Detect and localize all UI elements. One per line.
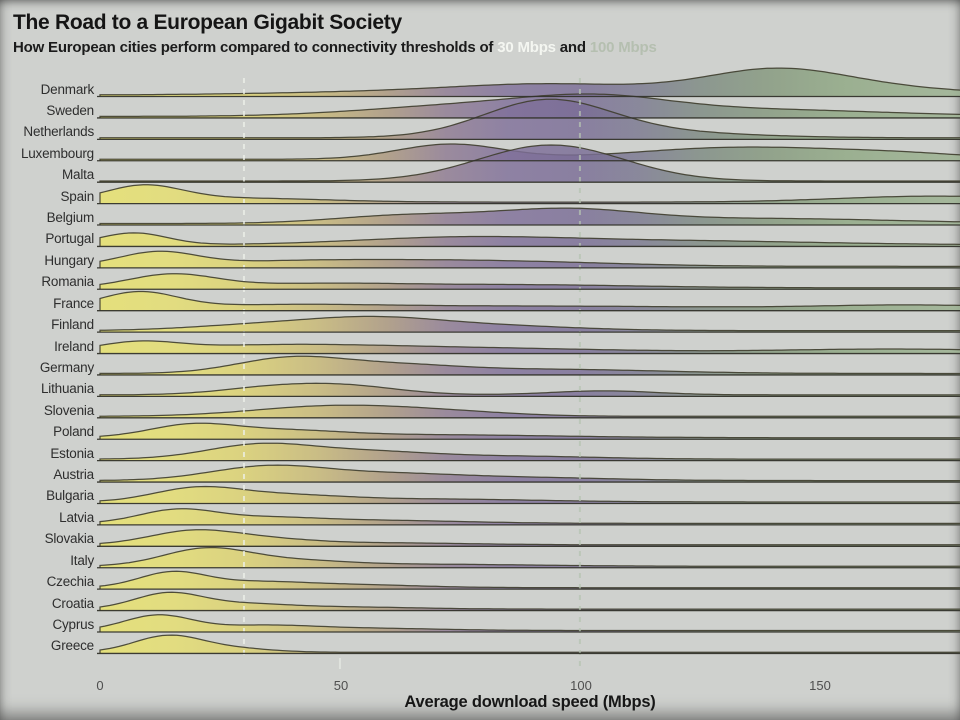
ridge-line-belgium <box>99 207 960 226</box>
subtitle-prefix: How European cities perform compared to … <box>13 39 498 56</box>
ridge-fill-italy <box>100 547 960 568</box>
x-tick-50: 50 <box>333 678 349 693</box>
ridge-line-finland <box>99 315 960 333</box>
ridge-line-czechia <box>99 570 960 590</box>
country-label-croatia: Croatia <box>51 595 94 611</box>
ridge-line-poland <box>99 422 960 440</box>
ridge-line-slovenia <box>99 404 960 418</box>
ridge-fill-greece <box>100 635 960 654</box>
ridge-line-france <box>99 290 960 311</box>
ridge-fill-austria <box>100 465 960 483</box>
country-label-spain: Spain <box>60 188 94 204</box>
ridge-fill-latvia <box>100 508 960 525</box>
ridge-fill-denmark <box>100 68 960 97</box>
country-label-netherlands: Netherlands <box>23 124 94 140</box>
threshold-100-label: 100 Mbps <box>589 39 657 56</box>
ridge-line-estonia <box>99 442 960 461</box>
country-label-bulgaria: Bulgaria <box>46 488 94 504</box>
ridge-line-romania <box>99 273 960 290</box>
ridge-fill-slovenia <box>100 405 960 418</box>
ridge-fill-malta <box>100 145 960 183</box>
row-baselines <box>97 95 960 655</box>
ridge-line-austria <box>99 464 960 483</box>
ridge-fill-slovakia <box>100 529 960 547</box>
country-label-estonia: Estonia <box>50 445 94 461</box>
ridge-line-italy <box>99 546 960 568</box>
ridge-line-lithuania <box>99 382 960 397</box>
threshold-lines <box>242 78 581 670</box>
ridge-fill-czechia <box>100 571 960 590</box>
country-label-romania: Romania <box>41 274 94 290</box>
country-label-malta: Malta <box>61 167 94 183</box>
country-label-austria: Austria <box>53 467 94 483</box>
ridge-line-portugal <box>99 232 960 247</box>
ridge-line-croatia <box>99 591 960 611</box>
ridge-fill-hungary <box>100 251 960 268</box>
ridges <box>99 67 960 654</box>
ridge-line-cyprus <box>99 614 960 632</box>
country-label-slovenia: Slovenia <box>43 402 94 418</box>
country-label-italy: Italy <box>70 552 94 568</box>
country-label-hungary: Hungary <box>44 252 94 268</box>
ridge-fill-bulgaria <box>100 486 960 504</box>
ridge-fill-spain <box>100 184 960 204</box>
country-label-ireland: Ireland <box>54 338 94 354</box>
ridge-fill-ireland <box>100 340 960 354</box>
ridge-line-hungary <box>99 250 960 268</box>
ridge-fill-lithuania <box>100 383 960 397</box>
country-label-cyprus: Cyprus <box>52 617 94 632</box>
ridge-line-slovakia <box>99 529 960 547</box>
country-label-latvia: Latvia <box>59 509 94 525</box>
country-label-sweden: Sweden <box>46 102 94 118</box>
country-label-lithuania: Lithuania <box>41 381 94 397</box>
threshold-30-label: 30 Mbps <box>497 39 556 56</box>
country-label-france: France <box>53 295 94 311</box>
ridge-fill-netherlands <box>100 99 960 140</box>
country-label-portugal: Portugal <box>45 231 94 247</box>
chart-subtitle: How European cities perform compared to … <box>13 39 657 56</box>
country-label-denmark: Denmark <box>40 81 95 97</box>
ridge-line-malta <box>99 144 960 183</box>
country-label-belgium: Belgium <box>46 210 95 226</box>
x-tick-150: 150 <box>809 678 831 693</box>
x-axis-title: Average download speed (Mbps) <box>404 693 656 711</box>
ridge-fill-france <box>100 291 960 311</box>
ridge-fill-belgium <box>100 208 960 226</box>
ridge-line-spain <box>99 184 960 204</box>
country-label-germany: Germany <box>39 359 94 375</box>
ridge-line-netherlands <box>99 98 960 140</box>
country-label-finland: Finland <box>51 317 94 333</box>
country-label-slovakia: Slovakia <box>44 531 95 547</box>
country-label-poland: Poland <box>53 424 94 440</box>
ridge-fill-romania <box>100 273 960 290</box>
country-label-czechia: Czechia <box>46 574 95 590</box>
ridge-fill-poland <box>100 423 960 440</box>
ridge-fill-cyprus <box>100 614 960 632</box>
x-tick-100: 100 <box>570 678 592 693</box>
ridge-fill-estonia <box>100 443 960 461</box>
ridge-line-latvia <box>99 508 960 525</box>
country-label-luxembourg: Luxembourg <box>20 145 94 161</box>
ridge-fill-germany <box>100 356 960 375</box>
ridge-line-ireland <box>99 340 960 354</box>
ridge-fill-finland <box>100 316 960 333</box>
subtitle-and: and <box>555 39 590 56</box>
ridge-line-denmark <box>99 67 960 97</box>
country-label-greece: Greece <box>50 638 94 654</box>
ridge-line-germany <box>99 355 960 375</box>
x-tick-0: 0 <box>96 678 104 693</box>
chart-title: The Road to a European Gigabit Society <box>13 11 402 34</box>
ridge-line-greece <box>99 634 960 654</box>
ridge-line-bulgaria <box>99 485 960 504</box>
ridge-fill-portugal <box>100 232 960 247</box>
ridge-fill-luxembourg <box>100 144 960 161</box>
